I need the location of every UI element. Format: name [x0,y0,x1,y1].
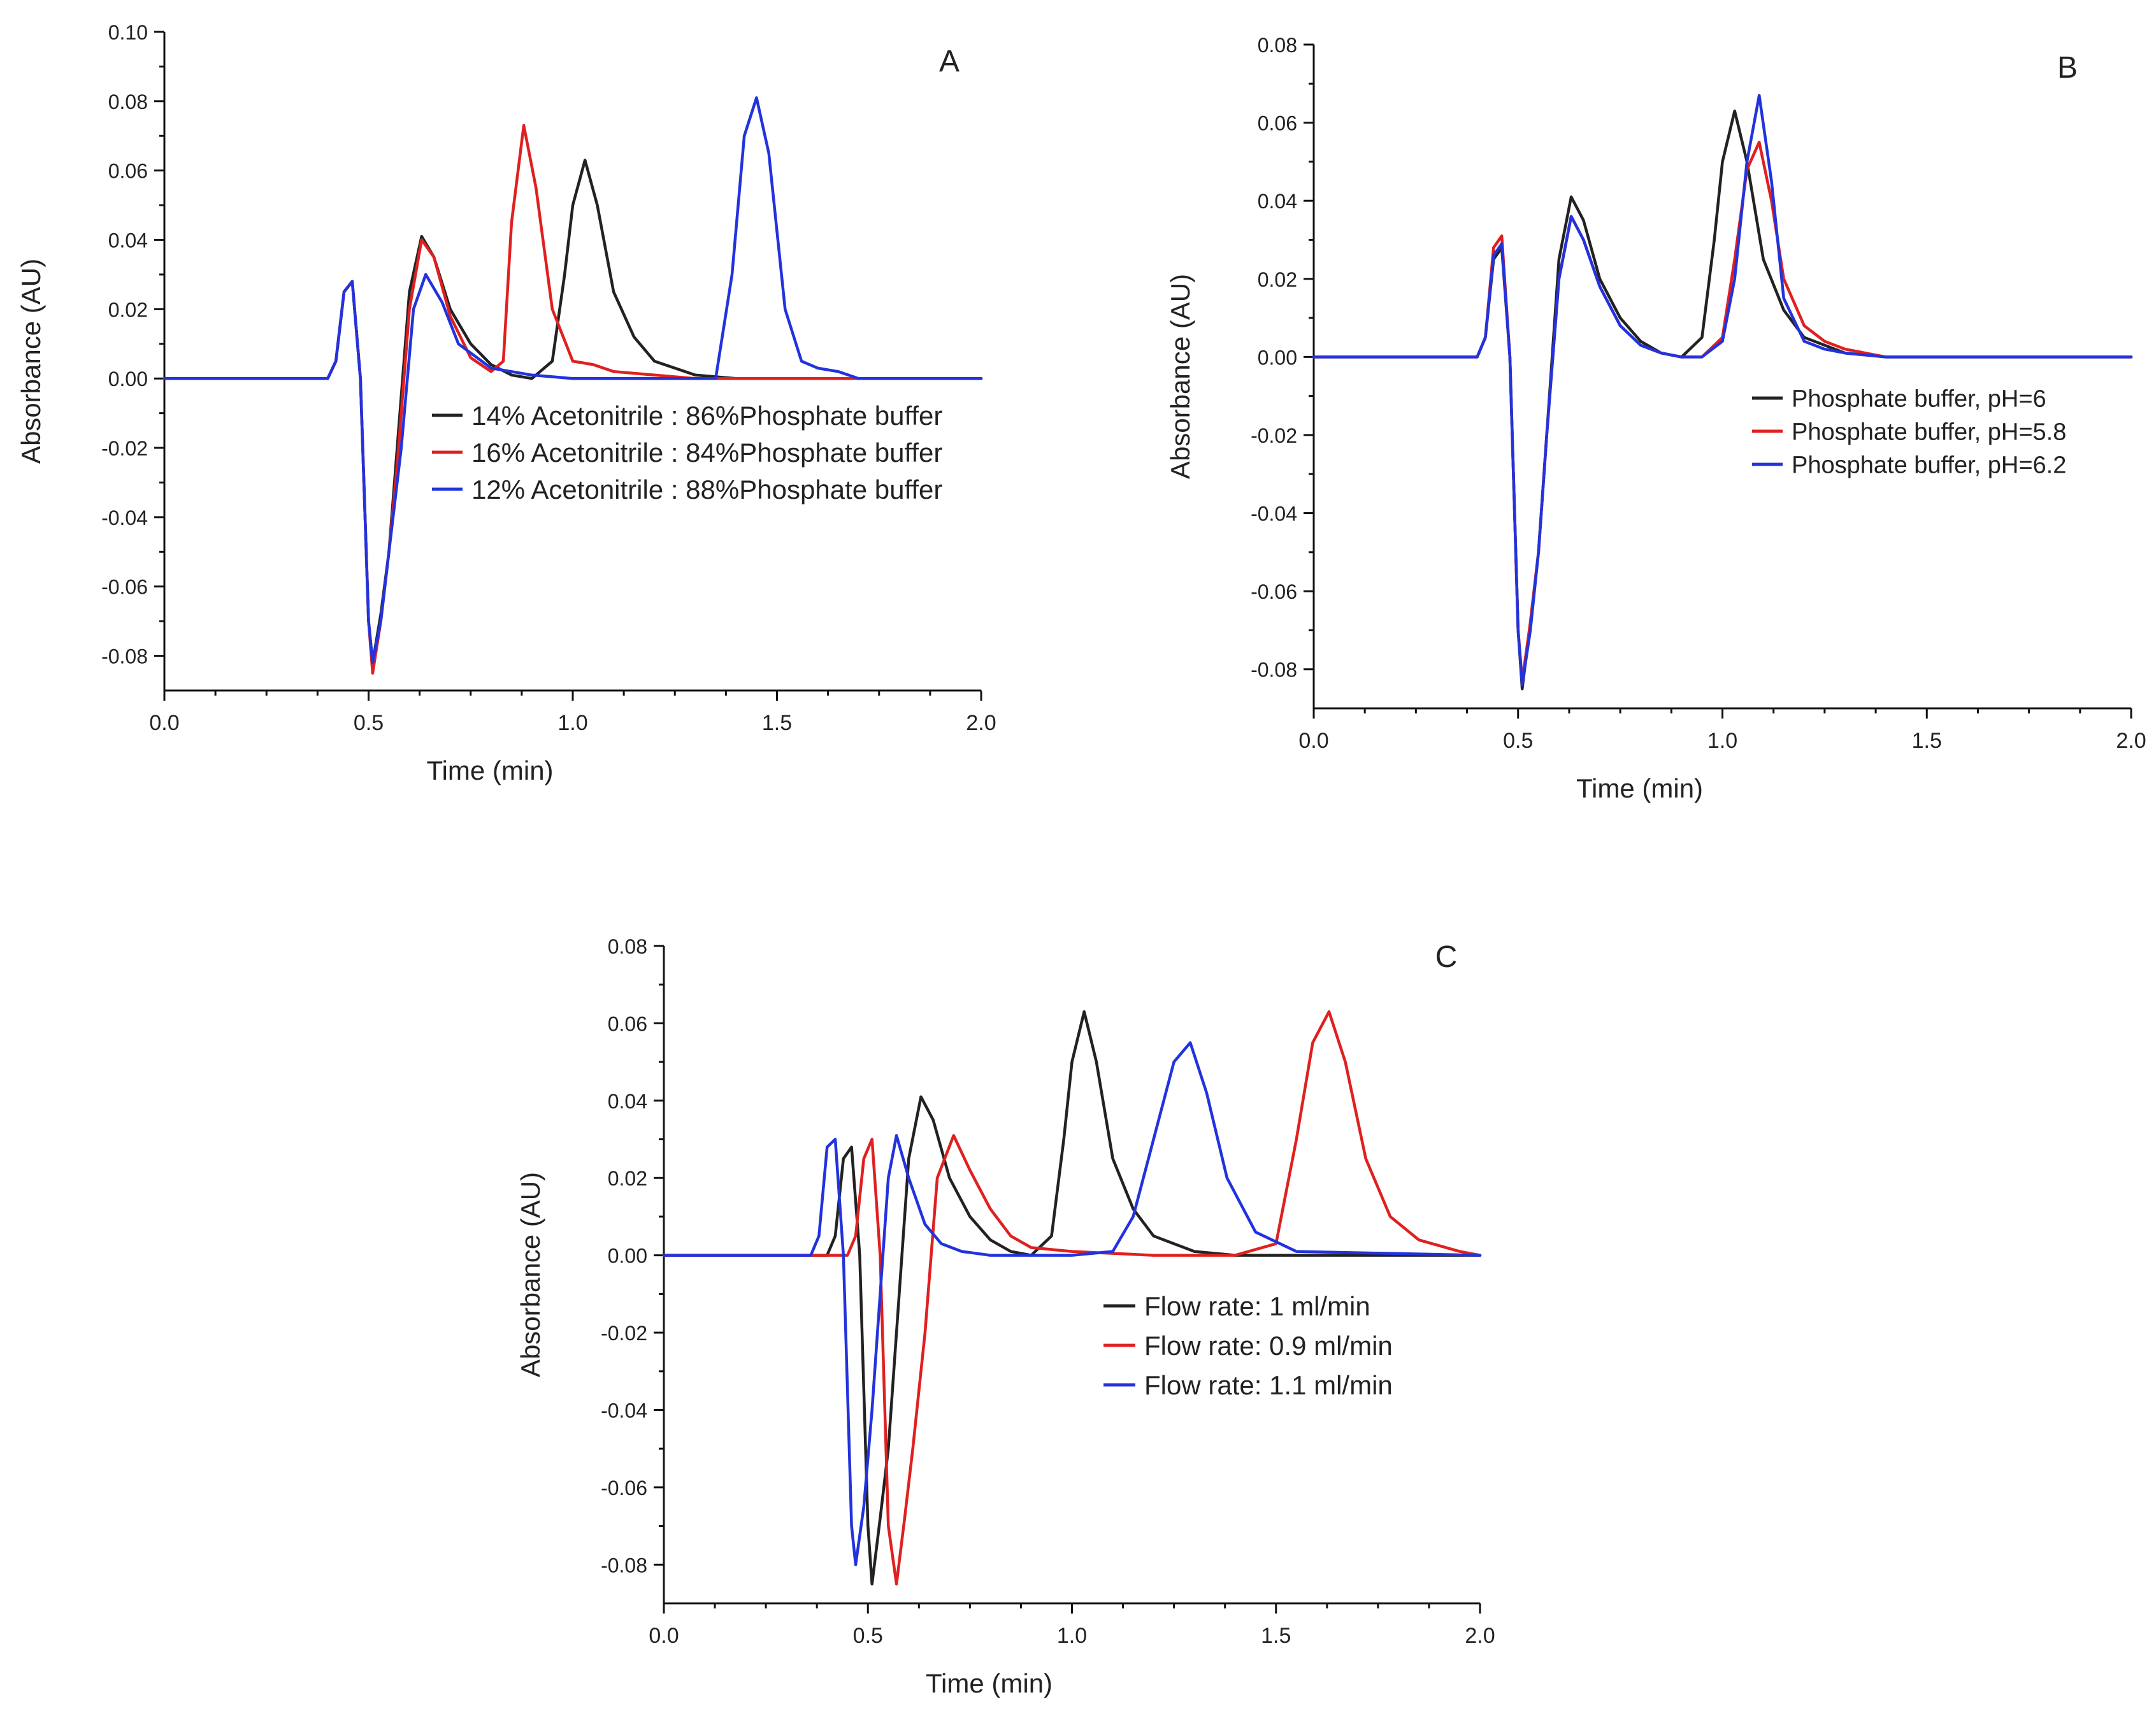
series-line-3 [662,1041,1482,1566]
chart-panel-c: 0.0 0.5 1.0 1.5 2.0 0.08 0.06 0.04 0.02 0.00 -0.02… [497,885,1542,1715]
x-axis-title: Time (min) [1576,773,1703,803]
x-axis-title: Time (min) [426,755,553,785]
x-tick-label: 0.0 [1298,729,1328,753]
y-tick-label: -0.02 [601,1322,647,1345]
x-tick-label: 1.0 [1707,729,1737,753]
legend-label-3: Phosphate buffer, pH=6.2 [1792,452,2066,479]
y-tick-label: -0.08 [101,645,148,668]
y-tick-label: -0.06 [1251,580,1297,603]
series-line-3 [162,96,983,664]
y-tick-label: 0.06 [608,1012,647,1035]
x-tick-label: 2.0 [1465,1624,1495,1648]
chart-panel-b: 0.0 0.5 1.0 1.5 2.0 0.08 0.06 0.04 0.02 0.00 -0.02… [1140,0,2156,828]
legend-label-2: Phosphate buffer, pH=5.8 [1792,419,2066,446]
x-tick-label: 1.5 [1261,1624,1291,1648]
series-line-3 [1312,94,2133,687]
legend-label-1: Phosphate buffer, pH=6 [1792,386,2046,413]
x-tick-label: 2.0 [966,711,996,735]
x-tick-label: 0.0 [649,1624,679,1648]
y-tick-label: -0.06 [101,576,148,599]
legend-label-1: 14% Acetonitrile : 86%Phosphate buffer [471,401,942,431]
y-axis-title: Absorbance (AU) [16,259,46,464]
x-tick-label: 0.5 [354,711,384,735]
series-line-1 [662,1010,1482,1586]
series-line-2 [662,1010,1482,1586]
x-tick-label: 2.0 [2116,729,2146,753]
y-tick-label: 0.08 [1258,34,1297,57]
y-tick-label: 0.00 [1258,346,1297,369]
chart-panel-a: 0.0 0.5 1.0 1.5 2.0 0.10 0.08 0.06 0.04 0.02 0.00 -… [0,0,1083,809]
chart-a-svg: 0.0 0.5 1.0 1.5 2.0 0.10 0.08 0.06 0.04 0.02 0.00 -… [16,21,996,785]
legend-label-2: Flow rate: 0.9 ml/min [1144,1331,1393,1361]
chart-c-svg: 0.0 0.5 1.0 1.5 2.0 0.08 0.06 0.04 0.02 0.00 -0.02… [515,935,1495,1698]
x-tick-label: 0.5 [1503,729,1533,753]
x-axis-title: Time (min) [926,1668,1053,1698]
x-tick-label: 1.0 [1057,1624,1087,1648]
y-tick-label: -0.02 [101,437,148,460]
y-tick-label: 0.06 [1258,112,1297,135]
y-axis-title: Absorbance (AU) [1165,274,1195,479]
y-tick-label: -0.08 [601,1554,647,1577]
y-tick-label: -0.06 [601,1477,647,1500]
y-tick-label: -0.04 [601,1399,647,1422]
y-tick-label: 0.02 [108,298,148,321]
y-tick-label: 0.02 [608,1167,647,1190]
y-tick-label: 0.06 [108,160,148,183]
y-tick-label: 0.00 [608,1245,647,1268]
legend-label-1: Flow rate: 1 ml/min [1144,1291,1370,1321]
panel-label-c: C [1435,940,1458,974]
legend-label-2: 16% Acetonitrile : 84%Phosphate buffer [471,438,942,468]
legend-label-3: Flow rate: 1.1 ml/min [1144,1370,1393,1400]
y-tick-label: -0.02 [1251,424,1297,447]
y-tick-label: 0.04 [608,1090,647,1113]
x-tick-label: 1.5 [1912,729,1942,753]
y-tick-label: 0.04 [1258,190,1297,213]
y-tick-label: 0.02 [1258,268,1297,291]
panel-label-a: A [939,45,959,78]
chart-b-svg: 0.0 0.5 1.0 1.5 2.0 0.08 0.06 0.04 0.02 0.00 -0.02… [1165,34,2146,803]
y-tick-label: -0.04 [101,506,148,529]
x-tick-label: 1.5 [762,711,792,735]
y-tick-label: -0.08 [1251,659,1297,682]
y-tick-label: 0.00 [108,368,148,390]
y-tick-label: 0.08 [608,935,647,958]
panel-label-b: B [2057,51,2078,85]
y-axis-title: Absorbance (AU) [515,1172,545,1377]
legend-label-3: 12% Acetonitrile : 88%Phosphate buffer [471,475,942,505]
x-tick-label: 0.5 [853,1624,883,1648]
y-tick-label: -0.04 [1251,503,1297,526]
y-tick-label: 0.08 [108,90,148,113]
y-tick-label: 0.10 [108,21,148,44]
x-tick-label: 1.0 [557,711,587,735]
y-tick-label: 0.04 [108,229,148,252]
x-tick-label: 0.0 [149,711,179,735]
